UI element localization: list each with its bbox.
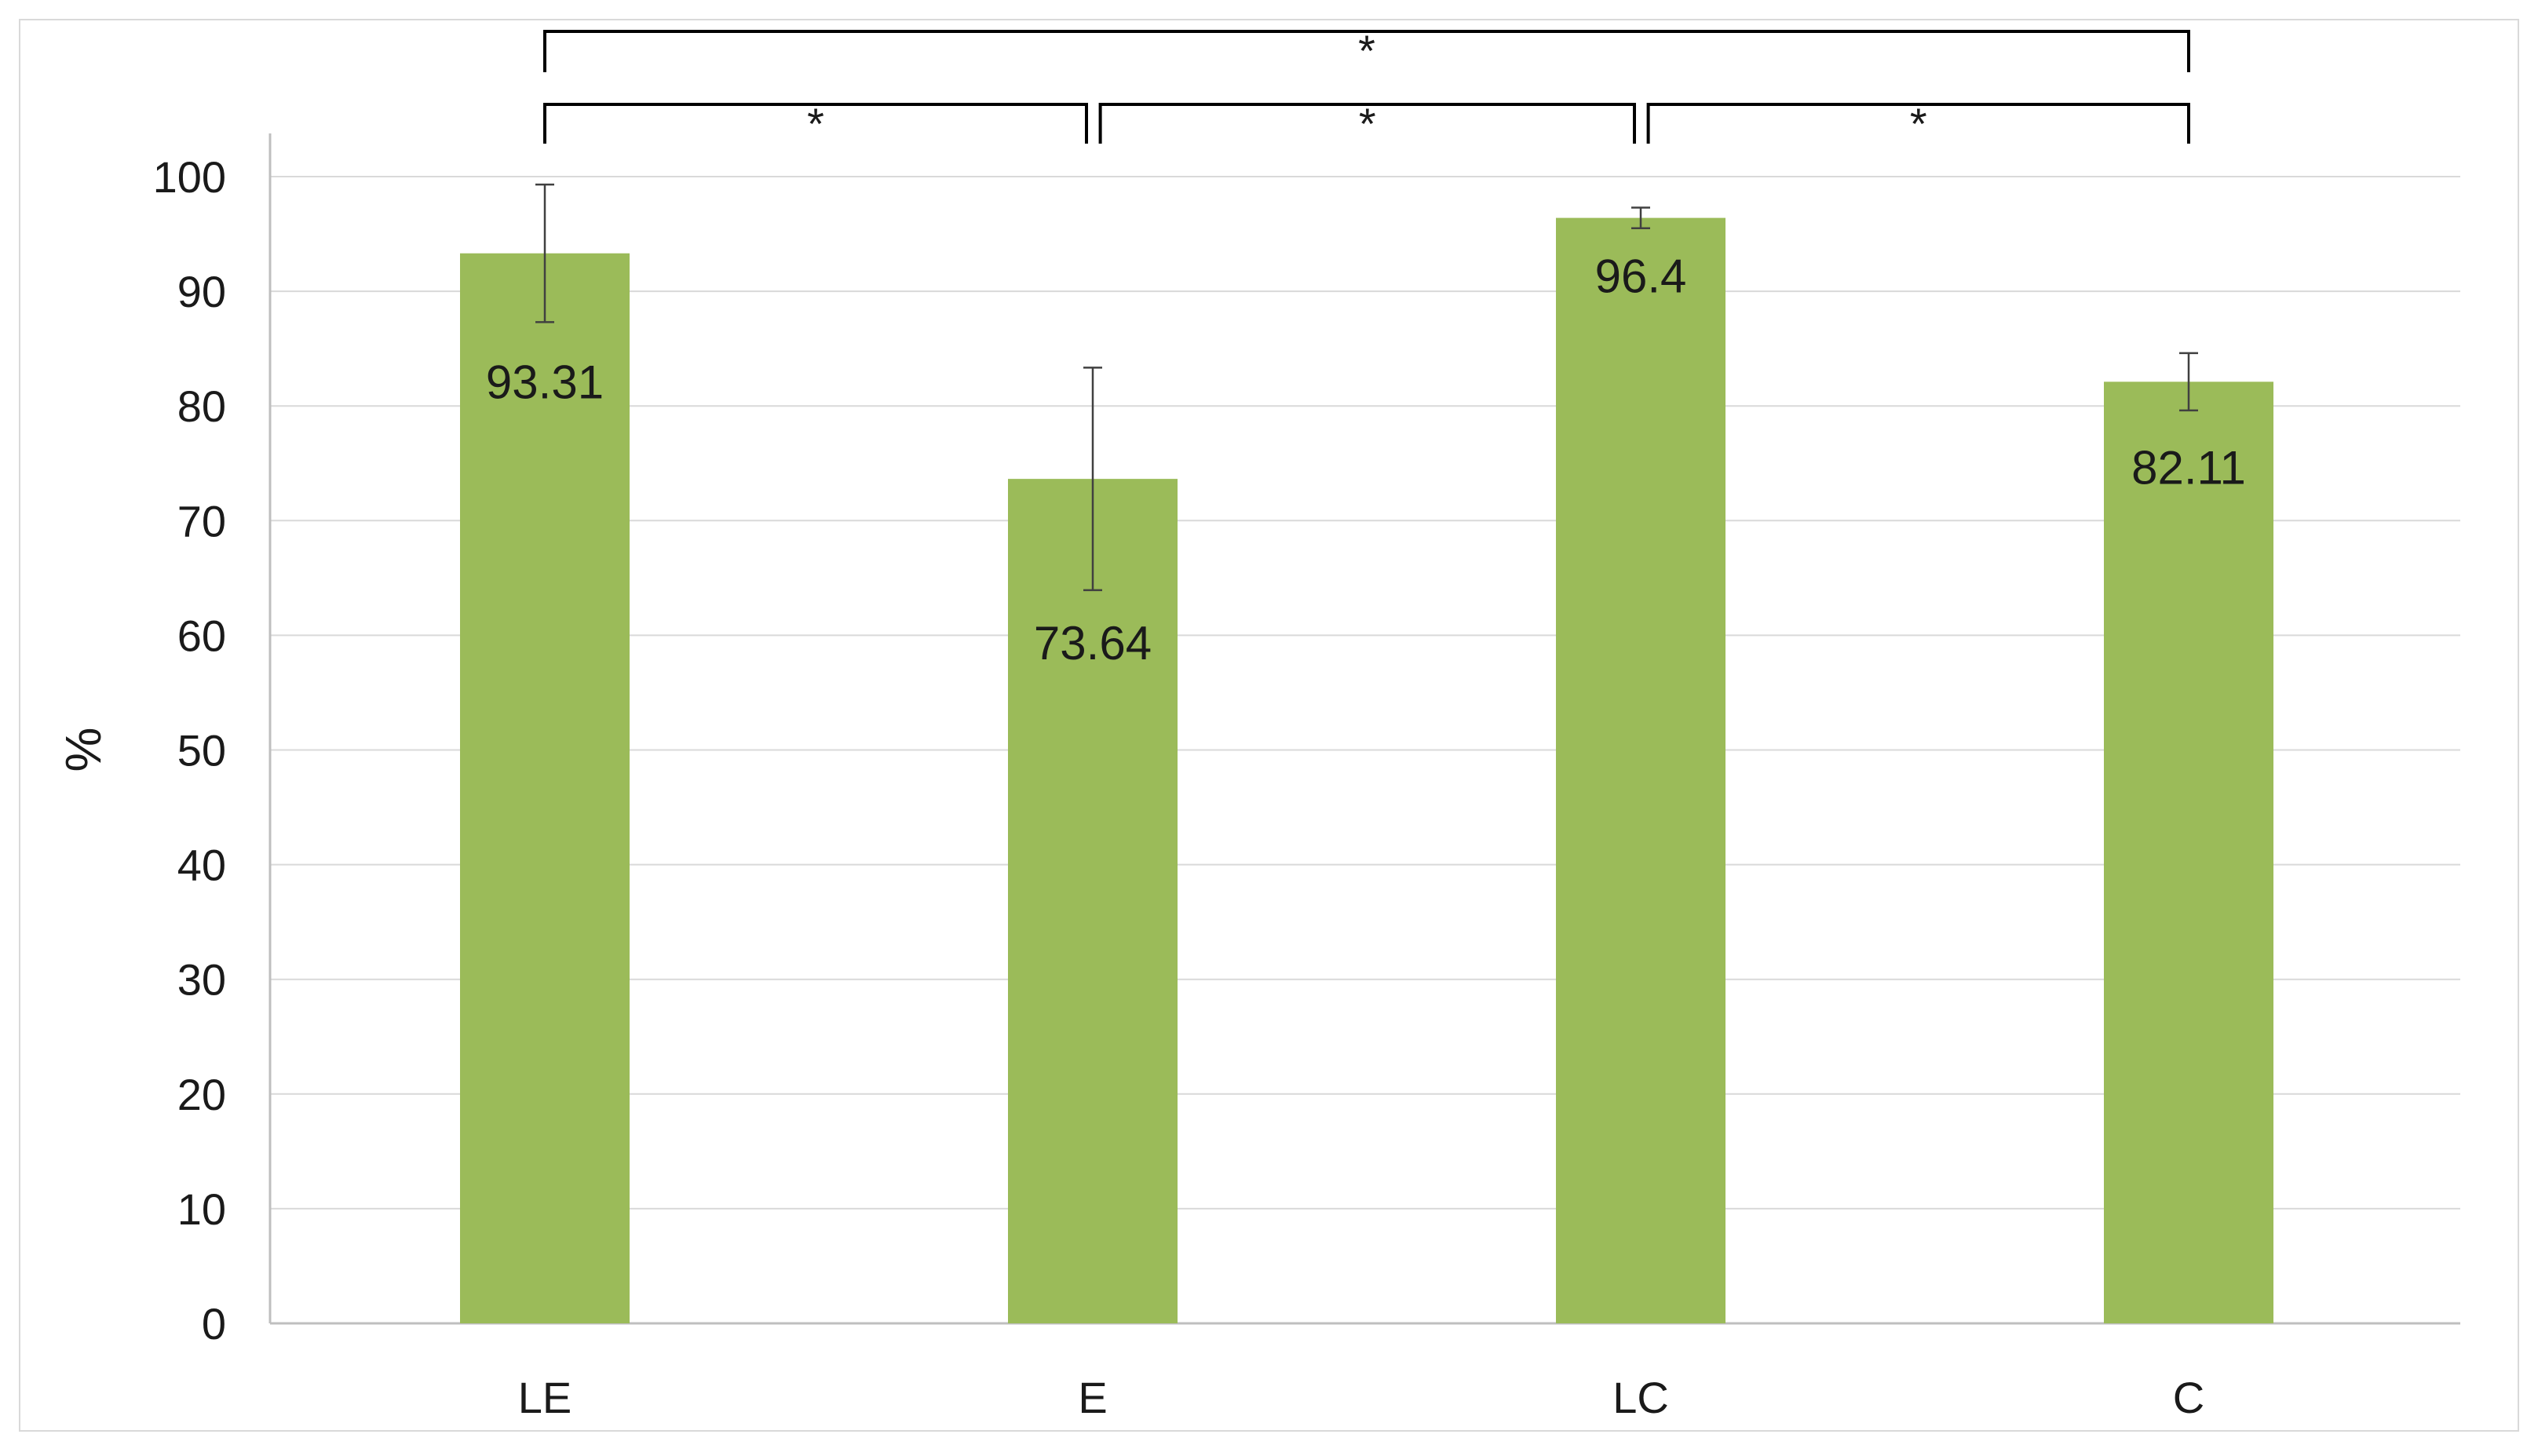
x-tick-label: C — [2173, 1373, 2204, 1422]
y-tick-label: 60 — [177, 611, 226, 660]
y-tick-label: 30 — [177, 955, 226, 1005]
bar-lc — [1556, 217, 1725, 1324]
axes — [268, 133, 2460, 1325]
bar-le — [460, 253, 630, 1323]
y-tick-label: 10 — [177, 1184, 226, 1234]
bars — [460, 217, 2273, 1324]
significance-brackets: * * * * — [543, 26, 2190, 148]
gridlines — [270, 176, 2460, 1210]
chart-frame — [19, 19, 2519, 1432]
y-tick-label: 40 — [177, 841, 226, 890]
significance-bracket — [1098, 103, 1636, 144]
y-tick-label: 100 — [153, 152, 226, 202]
significance-bracket — [1646, 103, 2190, 144]
y-tick-label: 80 — [177, 381, 226, 431]
significance-bracket — [543, 103, 1088, 144]
y-tick-label: 70 — [177, 496, 226, 546]
x-tick-labels: LE E LC C — [518, 1373, 2204, 1422]
bar-c — [2104, 381, 2273, 1323]
y-axis-label: % — [55, 728, 111, 772]
data-label: 82.11 — [2131, 441, 2246, 494]
x-tick-label: LC — [1612, 1373, 1669, 1422]
bar-e — [1008, 479, 1178, 1323]
y-tick-label: 0 — [202, 1299, 226, 1348]
y-tick-labels: 0 10 20 30 40 50 60 70 80 90 100 — [153, 152, 226, 1348]
x-tick-label: LE — [518, 1373, 572, 1422]
data-label: 73.64 — [1034, 617, 1152, 670]
error-bars — [535, 183, 2198, 592]
data-labels: 93.31 73.64 96.4 82.11 — [486, 250, 2246, 670]
y-tick-label: 20 — [177, 1070, 226, 1119]
significance-star: * — [807, 99, 824, 148]
data-label: 93.31 — [486, 356, 604, 409]
y-tick-label: 50 — [177, 726, 226, 775]
significance-star: * — [1358, 26, 1375, 75]
y-tick-label: 90 — [177, 267, 226, 316]
data-label: 96.4 — [1595, 250, 1687, 303]
significance-bracket — [543, 30, 2190, 72]
significance-star: * — [1359, 99, 1376, 148]
significance-star: * — [1910, 99, 1927, 148]
x-tick-label: E — [1078, 1373, 1107, 1422]
